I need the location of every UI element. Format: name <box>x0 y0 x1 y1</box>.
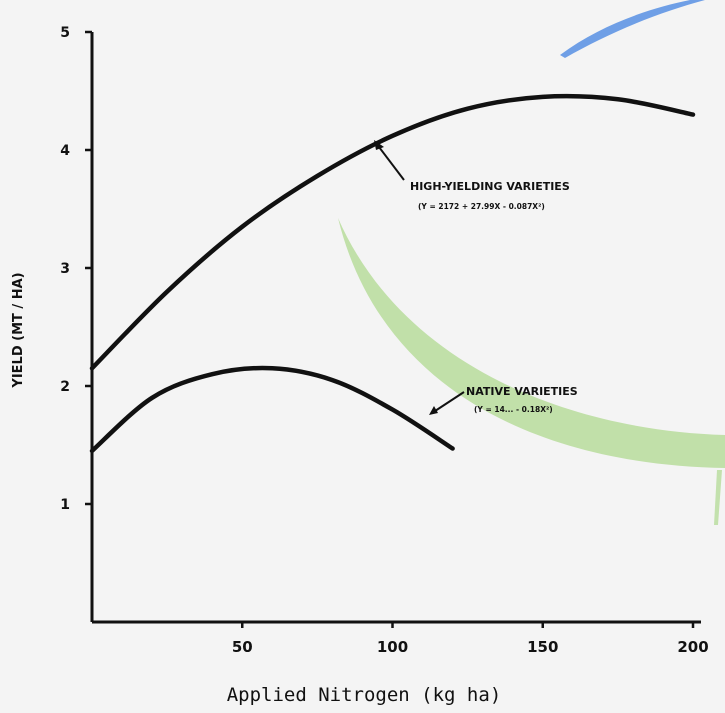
green-swoosh <box>338 218 725 468</box>
series-equation-high-yielding: (Y = 2172 + 27.99X - 0.087X²) <box>418 202 545 211</box>
y-tick-label-5: 5 <box>60 25 70 41</box>
y-tick-label-2: 2 <box>60 379 70 395</box>
arrow-high-yielding <box>375 142 405 181</box>
x-tick-label-200: 200 <box>677 638 708 656</box>
y-tick-label-1: 1 <box>60 497 70 513</box>
x-tick-label-50: 50 <box>232 638 253 656</box>
y-tick-label-3: 3 <box>60 261 70 277</box>
green-swoosh-tail <box>714 470 722 525</box>
series-line-1 <box>89 365 455 454</box>
y-ticks: 1 2 3 4 5 <box>60 25 92 513</box>
x-ticks: 50 100 150 200 <box>232 622 709 656</box>
series-equation-native: (Y = 14... - 0.18X²) <box>474 405 553 414</box>
x-axis-label: Applied Nitrogen (kg ha) <box>227 684 502 706</box>
y-tick-label-4: 4 <box>60 143 70 159</box>
series-label-native: NATIVE VARIETIES <box>466 385 578 398</box>
arrowhead-native <box>429 406 438 415</box>
series-label-high-yielding: HIGH-YIELDING VARIETIES <box>410 180 570 193</box>
series-lines <box>89 93 696 454</box>
series-line-0 <box>89 93 696 371</box>
arrow-native <box>431 391 465 414</box>
blue-swoosh <box>560 0 705 58</box>
decorative-overlays <box>338 0 725 525</box>
annotations: HIGH-YIELDING VARIETIES (Y = 2172 + 27.9… <box>374 140 578 415</box>
x-tick-label-100: 100 <box>377 638 408 656</box>
axes <box>90 32 701 624</box>
y-axis-label: YIELD (MT / HA) <box>11 272 26 388</box>
arrowhead-high-yielding <box>374 140 384 150</box>
x-tick-label-150: 150 <box>527 638 558 656</box>
